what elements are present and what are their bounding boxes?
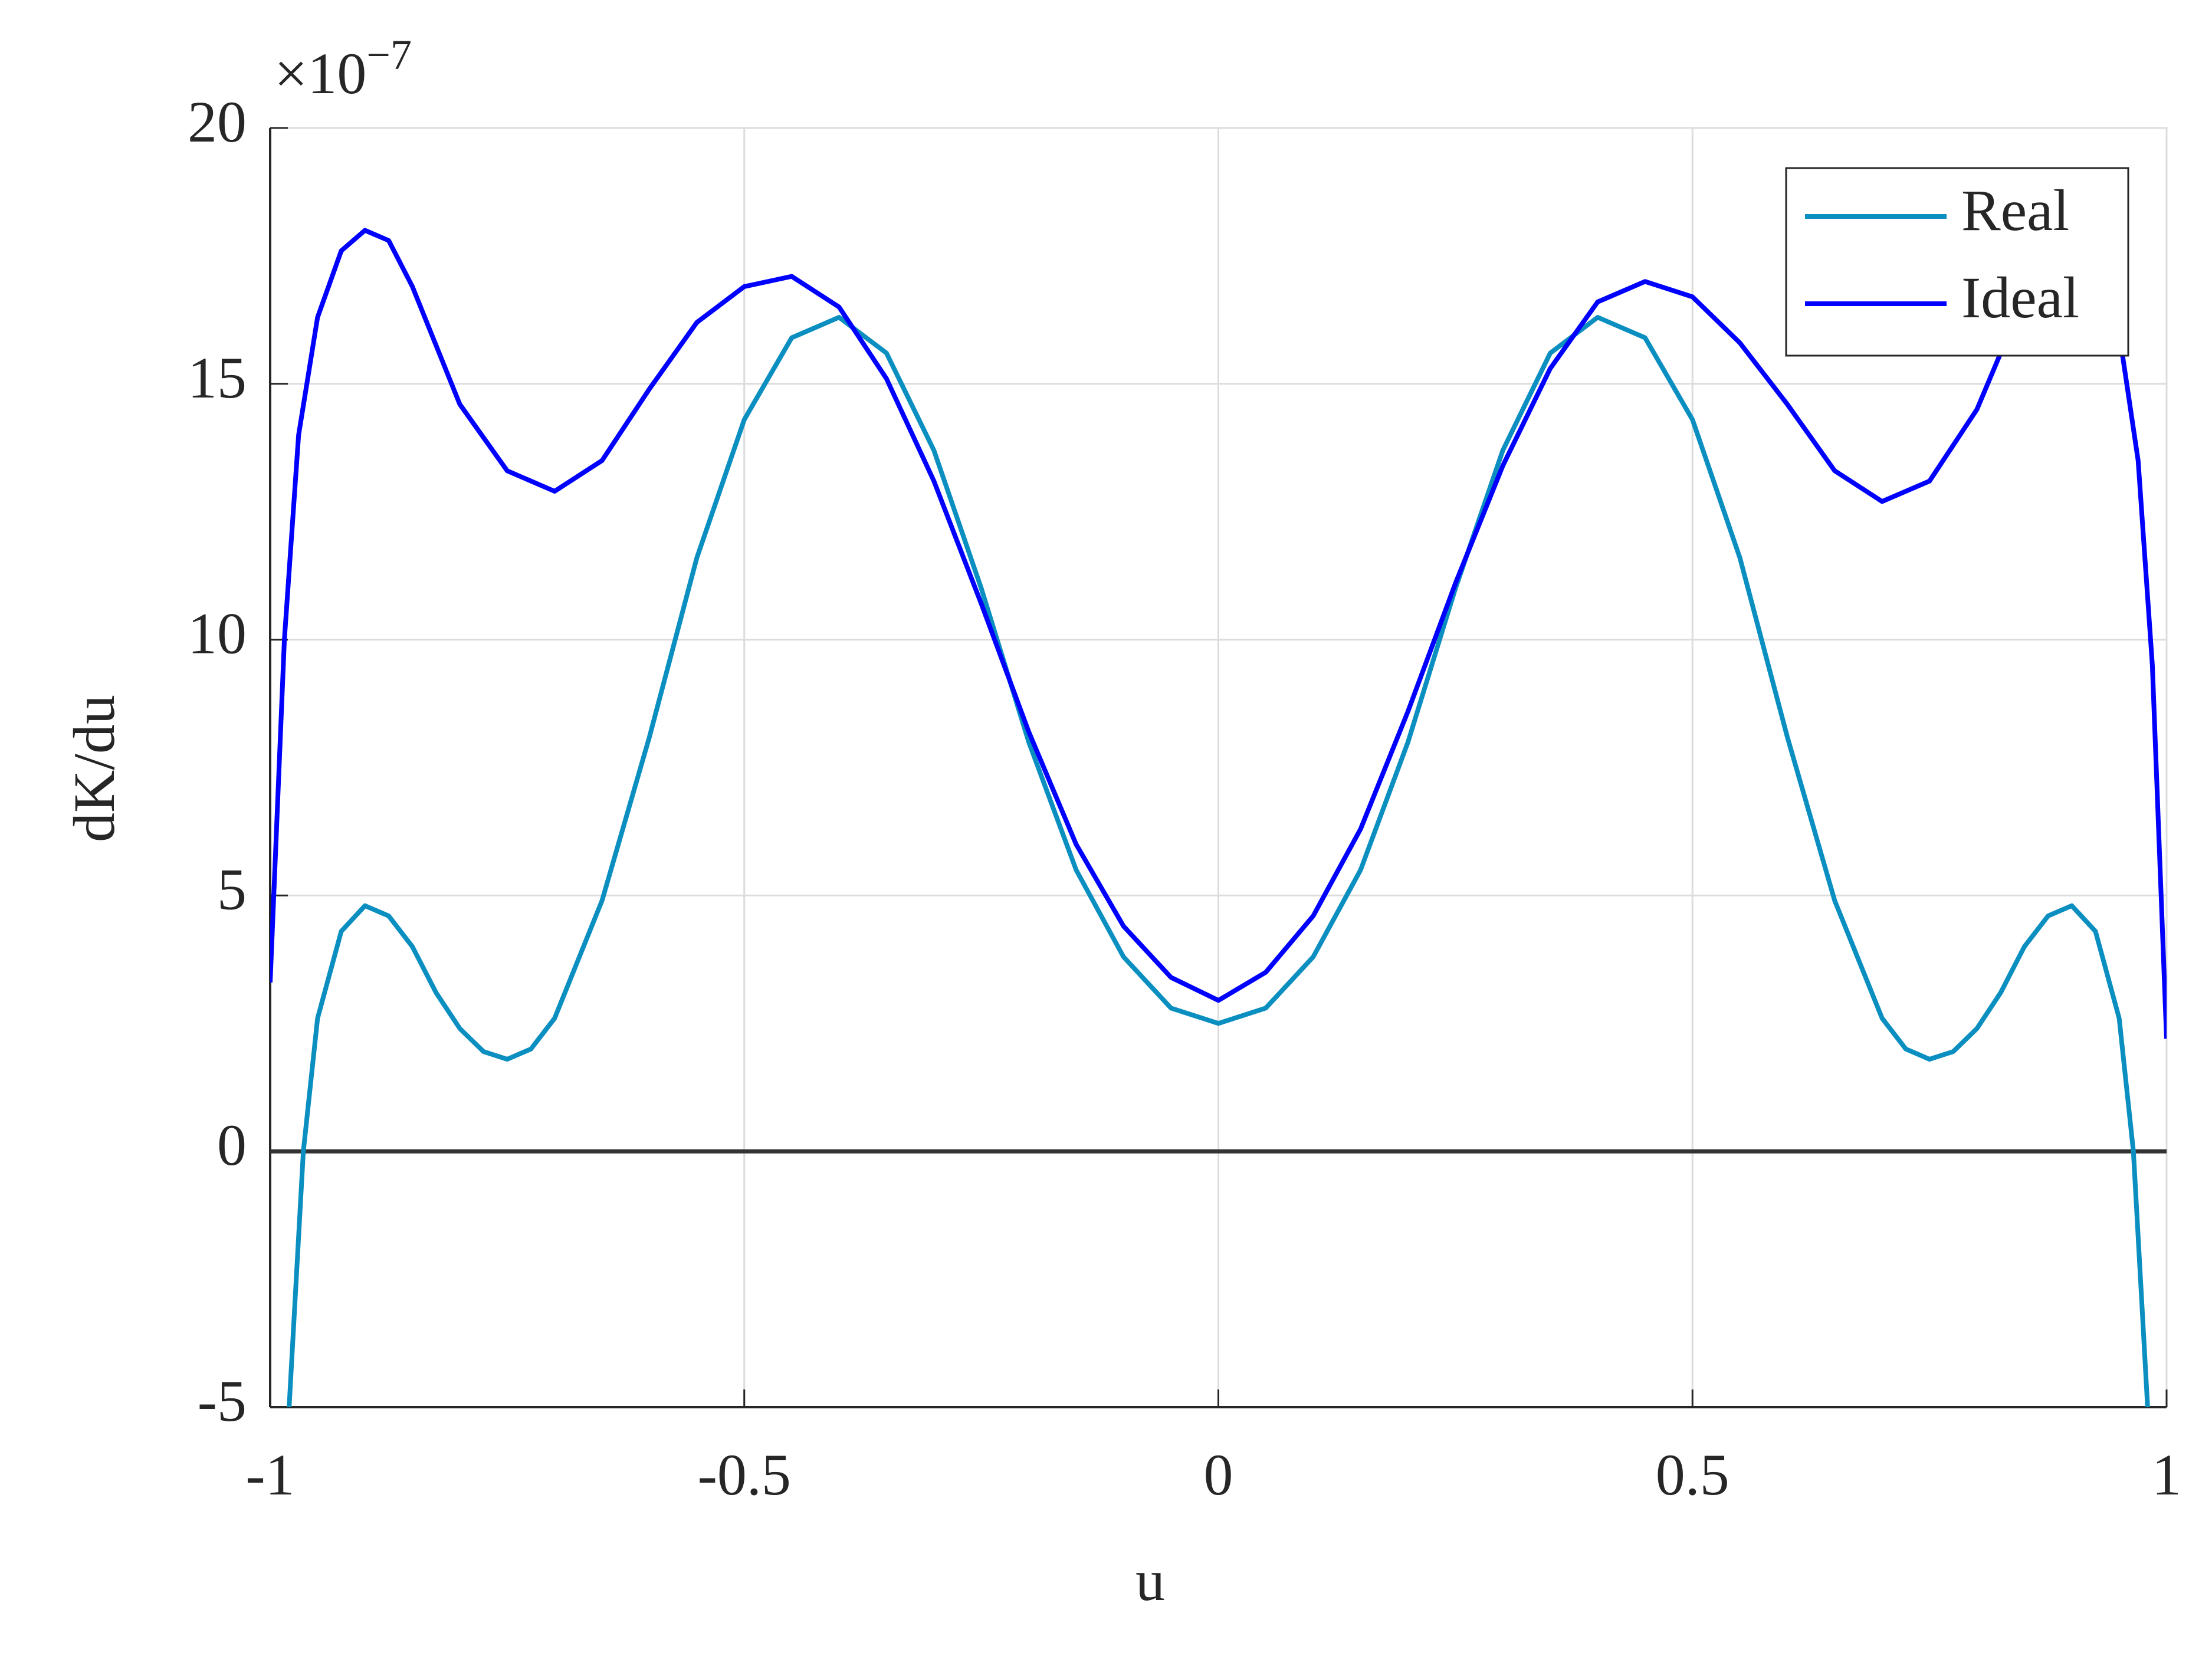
- y-tick-label: 20: [188, 89, 247, 155]
- x-tick-label: 1: [2152, 1442, 2181, 1507]
- data-line: [287, 315, 2150, 1407]
- x-tick-label: -1: [245, 1442, 294, 1507]
- y-tick-label: -5: [198, 1368, 247, 1434]
- legend-label: Real: [1961, 178, 2069, 243]
- y-scale-factor: ×10−7: [274, 31, 412, 106]
- data-line: [270, 228, 2167, 1039]
- legend-box: [1785, 167, 2129, 357]
- x-tick-label: -0.5: [698, 1442, 791, 1507]
- y-tick-label: 10: [188, 601, 247, 666]
- legend-label: Ideal: [1961, 265, 2079, 330]
- plot-lines: [270, 228, 2167, 1407]
- x-axis-label: u: [1135, 1548, 1165, 1613]
- y-scale-base: ×10: [274, 41, 366, 106]
- y-tick-label: 0: [217, 1112, 247, 1178]
- y-tick-label: 5: [217, 856, 247, 922]
- y-scale-exponent: −7: [366, 31, 412, 78]
- y-axis-label: dK/du: [61, 695, 127, 842]
- y-tick-label: 15: [188, 345, 247, 410]
- x-tick-label: 0: [1204, 1442, 1233, 1507]
- x-tick-label: 0.5: [1656, 1442, 1729, 1507]
